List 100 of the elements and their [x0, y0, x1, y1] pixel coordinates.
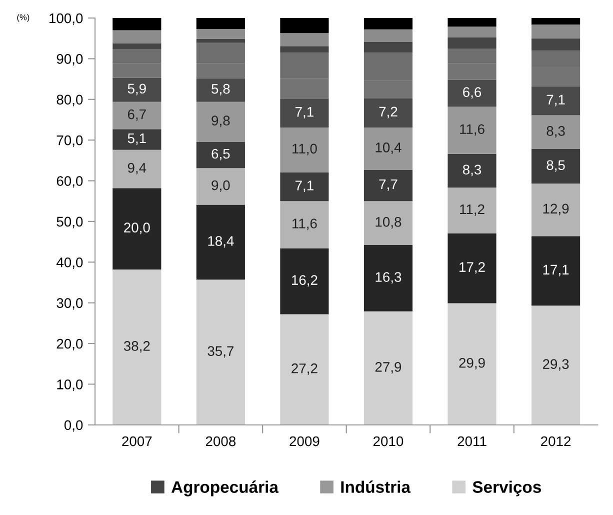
x-tick-label: 2007: [122, 436, 152, 446]
x-tick-label: 2008: [206, 436, 236, 446]
y-tick-label: 20,0: [56, 338, 83, 350]
bar: [364, 201, 413, 246]
data-label: 11,6: [460, 124, 484, 136]
bar: [531, 115, 580, 150]
data-label: 9,4: [128, 162, 146, 174]
x-tick-label: 2011: [458, 436, 486, 446]
y-axis-title: (%): [17, 14, 30, 22]
bar: [531, 86, 580, 116]
bar: [364, 18, 413, 30]
bar: [448, 38, 496, 49]
data-label: 9,0: [212, 180, 230, 192]
data-label: 11,0: [292, 144, 317, 156]
legend-label: Serviços: [472, 480, 541, 496]
bar: [364, 98, 413, 128]
y-tick-label: 10,0: [57, 380, 83, 391]
legend-label: Indústria: [341, 480, 411, 493]
data-label: 27,9: [375, 362, 402, 374]
data-label: 11,6: [292, 218, 317, 230]
x-tick-label: 2012: [541, 436, 571, 446]
bar: [196, 102, 245, 142]
bar: [364, 29, 413, 42]
data-label: 27,2: [292, 363, 318, 375]
bar: [280, 248, 329, 314]
bar: [364, 311, 413, 425]
bar: [196, 280, 245, 425]
data-label: 5,1: [128, 134, 146, 145]
bar: [364, 42, 413, 53]
data-label: 17,2: [460, 262, 485, 274]
y-tick-label: 50,0: [56, 216, 83, 228]
data-label: 7,2: [379, 106, 398, 118]
y-tick-label: 80,0: [56, 94, 83, 106]
bar: [448, 26, 496, 38]
data-label: 8,3: [462, 164, 482, 176]
bar: [112, 150, 162, 188]
bar: [112, 78, 162, 102]
data-label: 10,8: [376, 216, 402, 228]
bar: [112, 188, 162, 270]
bar: [196, 142, 245, 168]
bar: [196, 29, 245, 39]
bar: [196, 38, 245, 43]
bar: [112, 43, 162, 49]
bar: [448, 106, 496, 154]
bar: [196, 204, 245, 280]
y-tick-label: 100,0: [50, 13, 83, 25]
bar: [280, 314, 329, 425]
data-label: 8,5: [546, 160, 565, 172]
bar: [531, 38, 580, 51]
data-label: 12,9: [543, 204, 569, 216]
bar: [112, 18, 162, 30]
y-tick-label: 0,0: [64, 420, 83, 432]
bar: [531, 18, 580, 25]
data-label: 20,0: [124, 222, 150, 234]
data-label: 9,8: [212, 116, 230, 128]
bar: [531, 149, 580, 184]
data-label: 16,2: [292, 275, 318, 287]
data-label: 6,6: [463, 87, 482, 99]
data-label: 7,1: [296, 107, 314, 118]
bar: [280, 201, 329, 248]
bar: [448, 233, 496, 304]
bar: [280, 98, 329, 128]
bar: [196, 78, 245, 102]
data-label: 11,2: [460, 204, 484, 216]
data-label: 18,4: [208, 236, 234, 248]
legend-label: Agropecuária: [171, 480, 279, 496]
bar: [112, 30, 162, 44]
bar: [280, 46, 329, 53]
data-label: 29,9: [459, 358, 485, 370]
bar: [196, 168, 245, 205]
y-tick-label: 60,0: [56, 176, 83, 188]
bar: [280, 33, 329, 46]
bar: [448, 18, 496, 27]
data-label: 16,3: [376, 272, 402, 284]
data-label: 7,1: [296, 180, 314, 192]
bar: [280, 127, 329, 172]
bar: [531, 236, 580, 306]
y-tick-label: 40,0: [56, 257, 83, 269]
y-tick-label: 90,0: [56, 54, 83, 66]
bar: [448, 188, 496, 234]
data-label: 5,9: [128, 84, 146, 96]
data-label: 7,7: [379, 179, 398, 191]
x-tick-label: 2009: [290, 436, 320, 446]
data-label: 35,7: [208, 346, 234, 358]
data-label: 5,8: [212, 84, 230, 96]
data-label: 7,1: [546, 94, 565, 106]
bar: [448, 80, 496, 107]
bar: [196, 18, 245, 30]
bar: [280, 172, 329, 202]
bar: [531, 306, 580, 425]
bar: [364, 127, 413, 170]
bar: [531, 184, 580, 236]
bar: [112, 129, 162, 150]
data-label: 38,2: [124, 341, 150, 353]
data-label: 6,7: [128, 109, 146, 121]
bar: [448, 154, 496, 188]
data-label: 8,3: [546, 126, 565, 138]
data-label: 17,1: [543, 264, 569, 276]
y-tick-label: 30,0: [56, 298, 83, 310]
bar: [448, 303, 496, 425]
